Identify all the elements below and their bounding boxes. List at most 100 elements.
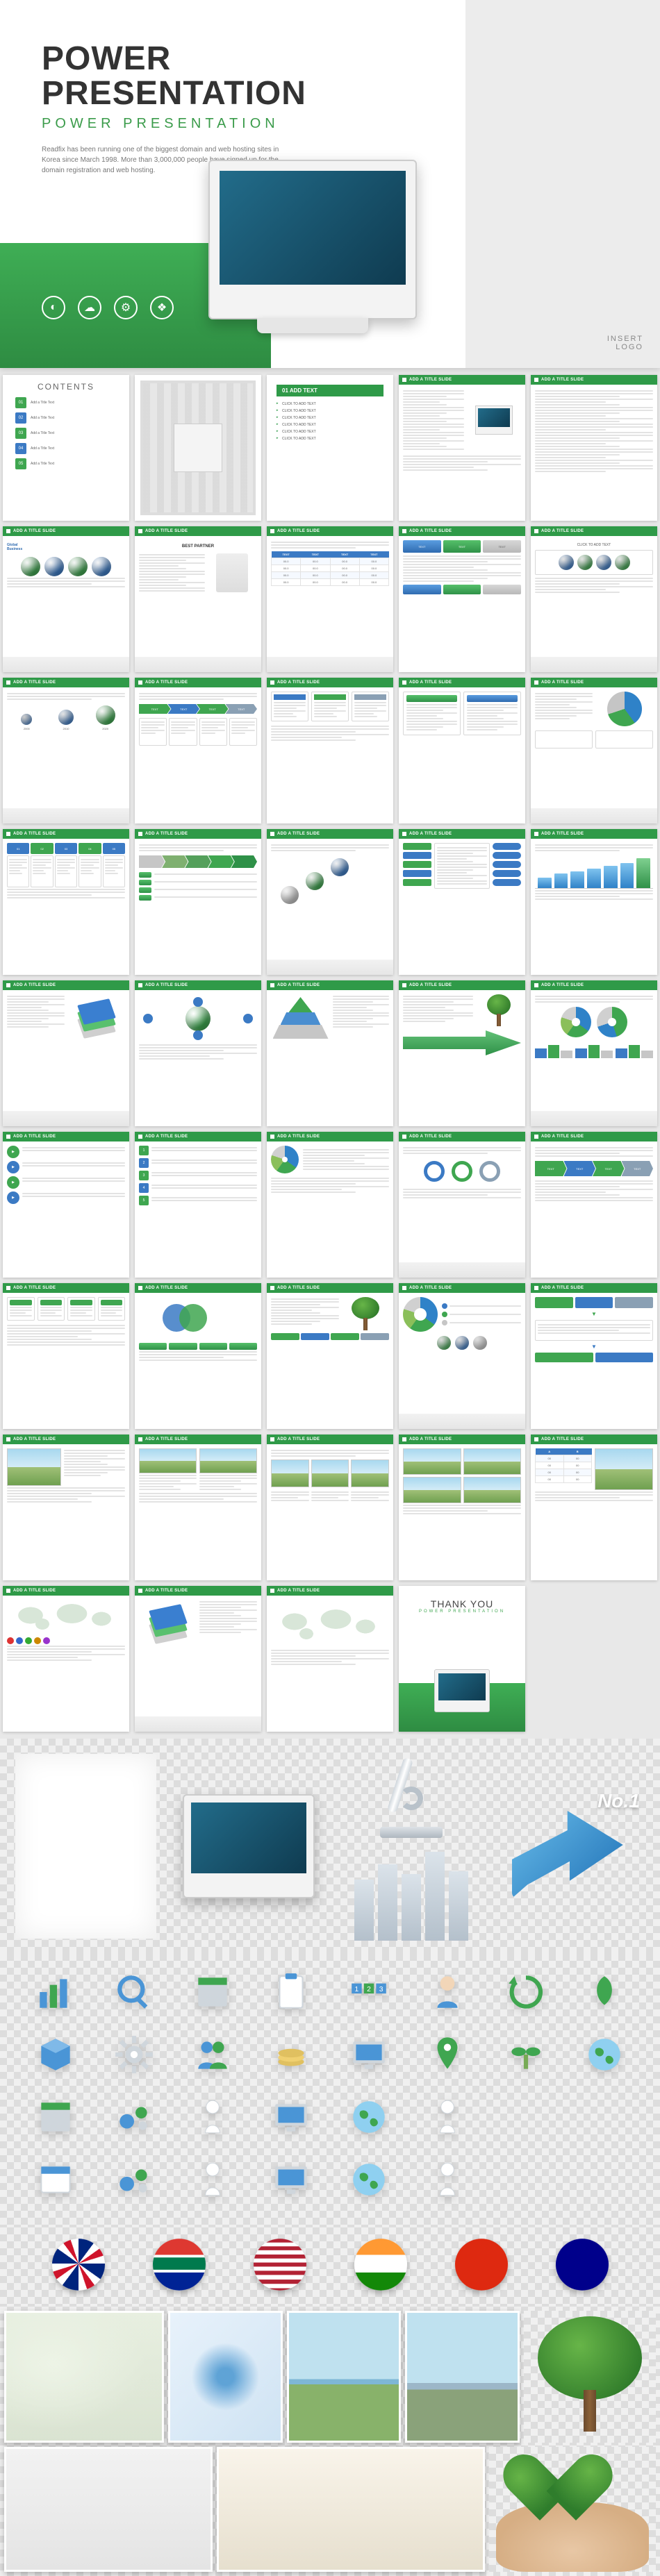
photo-abstract-globe	[168, 2311, 283, 2443]
hero-subtitle: POWER PRESENTATION	[42, 116, 438, 132]
clipboard-icon	[267, 1968, 315, 2016]
slide-thumb: ADD A TITLE SLIDE	[531, 980, 657, 1126]
pin-icon	[423, 2030, 472, 2079]
asset-microscope	[366, 1752, 456, 1842]
person-tie-icon	[423, 1968, 472, 2016]
logo-placeholder: INSERT LOGO	[607, 335, 643, 351]
slide-thumb: ADD A TITLE SLIDE	[267, 980, 393, 1126]
figure-gray-icon	[188, 2155, 237, 2204]
slide-thumb: ADD A TITLE SLIDETEXTTEXTTEXTTEXT00.000.…	[267, 526, 393, 672]
slide-thumb: 01 ADD TEXTCLICK TO ADD TEXTCLICK TO ADD…	[267, 375, 393, 521]
photo-businessman-plant	[4, 2311, 164, 2443]
slide-thumb	[135, 375, 261, 521]
slide-thumb: ADD A TITLE SLIDE	[267, 1283, 393, 1429]
coins-icon	[267, 2030, 315, 2079]
notebook-icon	[31, 2093, 80, 2141]
figure-white-icon	[188, 2093, 237, 2141]
connected-spheres-icon	[110, 2093, 158, 2141]
slide-thumb: ADD A TITLE SLIDE	[531, 829, 657, 975]
slide-thumb: ADD A TITLE SLIDE	[267, 678, 393, 823]
slide-thumb: ADD A TITLE SLIDE	[267, 1132, 393, 1278]
slide-thumb: ADD A TITLE SLIDE	[135, 829, 261, 975]
svg-text:3: 3	[379, 1986, 383, 1993]
svg-text:2: 2	[368, 1986, 372, 1993]
gear-icon	[110, 2030, 158, 2079]
flag-au	[554, 2239, 609, 2290]
flag-in	[353, 2239, 408, 2290]
calendar-icon	[31, 2155, 80, 2204]
hero-title: POWERPRESENTATION	[42, 42, 438, 112]
asset-buildings	[354, 1852, 468, 1941]
slide-thumb: ADD A TITLE SLIDE	[3, 1283, 129, 1429]
book-icon	[188, 1968, 237, 2016]
worldmap-green-icon	[345, 2093, 393, 2141]
slide-thumb: ADD A TITLE SLIDE	[531, 375, 657, 521]
slide-thumb: ADD A TITLE SLIDE	[399, 829, 525, 975]
slide-thumb: ADD A TITLE SLIDEGlobalBusiness	[3, 526, 129, 672]
slide-thumb: ADD A TITLE SLIDE	[135, 980, 261, 1126]
slide-thumb: ADD A TITLE SLIDE	[267, 1435, 393, 1580]
slide-thumb: ADD A TITLE SLIDE	[135, 1283, 261, 1429]
slide-thumb: CONTENTS01Add a Title Text02Add a Title …	[3, 375, 129, 521]
flag-us	[252, 2239, 307, 2290]
asset-room-corner	[15, 1754, 156, 1939]
hero-icons: ◐ ☁ ⚙ ❖	[42, 296, 174, 319]
slide-thumb: ADD A TITLE SLIDE	[267, 1586, 393, 1732]
slide-thumb: ADD A TITLE SLIDE 200020102020	[3, 678, 129, 823]
slide-thumb: ADD A TITLE SLIDE	[399, 375, 525, 521]
molecules-icon	[110, 2155, 158, 2204]
tv-screen-icon	[267, 2093, 315, 2141]
slide-thumb: ADD A TITLE SLIDE TEXTTEXTTEXTTEXT	[135, 678, 261, 823]
cube-icon	[31, 2030, 80, 2079]
monitor-icon	[345, 2030, 393, 2079]
svg-text:1: 1	[355, 1986, 359, 1993]
flag-cn	[454, 2239, 509, 2290]
slide-thumb: ADD A TITLE SLIDE ▼ ▼	[531, 1283, 657, 1429]
stickmen-icon	[423, 2155, 472, 2204]
slide-thumb: ADD A TITLE SLIDEAB0000000000000000	[531, 1435, 657, 1580]
slide-thumb: ADD A TITLE SLIDE	[399, 1435, 525, 1580]
asset-no1-arrow: No.1	[505, 1787, 644, 1905]
slide-thumb: ADD A TITLE SLIDEBEST PARTNER	[135, 526, 261, 672]
flag-za	[151, 2239, 206, 2290]
slide-thumb: ADD A TITLE SLIDE	[135, 1586, 261, 1732]
cloud-icon: ☁	[78, 296, 101, 319]
slide-thumb: ADD A TITLE SLIDE TEXTTEXTTEXTTEXT	[531, 1132, 657, 1278]
slide-thumb: ADD A TITLE SLIDE ▶ ▶ ▶ ▶	[3, 1132, 129, 1278]
asset-hands-heart-leaf	[489, 2447, 656, 2572]
asset-monitor	[183, 1794, 315, 1898]
refresh-arrows-icon	[502, 1968, 550, 2016]
two-figures-handshake-icon	[423, 2093, 472, 2141]
slide-thumb: ADD A TITLE SLIDE	[399, 980, 525, 1126]
slide-thumb: ADD A TITLE SLIDECLICK TO ADD TEXT	[531, 526, 657, 672]
slide-thumb: ADD A TITLE SLIDE12345	[135, 1132, 261, 1278]
slide-thumb: ADD A TITLE SLIDE	[399, 1283, 525, 1429]
photo-team-finish-line	[217, 2447, 485, 2572]
photo-two-business	[4, 2447, 213, 2572]
slide-thumb: ADD A TITLE SLIDE	[399, 678, 525, 823]
slide-thumbnail-grid: CONTENTS01Add a Title Text02Add a Title …	[0, 375, 660, 1739]
slide-thumb: ADD A TITLE SLIDE	[3, 1435, 129, 1580]
leaf-icon: ❖	[150, 296, 174, 319]
leaf-drop-icon	[580, 1968, 629, 2016]
continents-icon	[345, 2155, 393, 2204]
slide-thumb: ADD A TITLE SLIDE TEXT TEXT TEXT	[399, 526, 525, 672]
numbers123-icon: 1 23	[345, 1968, 393, 2016]
photo-landscape-city	[405, 2311, 520, 2443]
hero-cover-slide: POWERPRESENTATION POWER PRESENTATION Rea…	[0, 0, 660, 368]
slide-thumb: ADD A TITLE SLIDE0102030405	[3, 829, 129, 975]
sprout-icon	[502, 2030, 550, 2079]
drop-icon: ◐	[42, 296, 65, 319]
two-people-icon	[188, 2030, 237, 2079]
slide-thumb: ADD A TITLE SLIDE	[3, 1586, 129, 1732]
slide-thumb: ADD A TITLE SLIDE	[399, 1132, 525, 1278]
asset-tree	[524, 2311, 656, 2443]
slide-thumb: ADD A TITLE SLIDE	[135, 1435, 261, 1580]
magnifier-person-icon	[110, 1968, 158, 2016]
plug-icon: ⚙	[114, 296, 138, 319]
slide-thumb: ADD A TITLE SLIDE	[531, 678, 657, 823]
flag-uk	[51, 2239, 106, 2290]
slide-thumb: ADD A TITLE SLIDE	[3, 980, 129, 1126]
slide-thumb: ADD A TITLE SLIDE	[267, 829, 393, 975]
photo-landscape-lake	[287, 2311, 402, 2443]
